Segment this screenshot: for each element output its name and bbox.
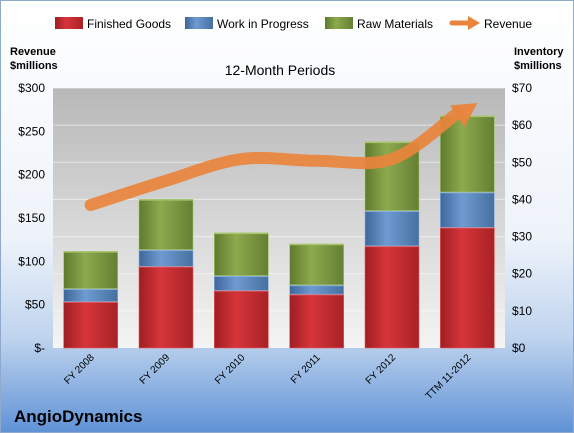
- company-name: AngioDynamics: [14, 407, 142, 426]
- revenue-point-fy-2011: [316, 160, 318, 162]
- revenue-point-fy-2009: [165, 180, 167, 182]
- right-tick-label: $40: [512, 192, 532, 206]
- bar-raw-materials-fy-2011: [289, 243, 344, 286]
- bar-work-in-progress-fy-2011: [289, 284, 344, 295]
- bar-raw-materials-fy-2008: [63, 251, 118, 289]
- left-axis-title: Revenue $millions: [10, 46, 59, 72]
- bar-finished-goods-fy-2011: [289, 293, 344, 349]
- right-axis-title-line-1: Inventory: [514, 46, 564, 58]
- bar-work-in-progress-fy-2008: [63, 288, 118, 302]
- right-tick-label: $50: [512, 155, 532, 169]
- legend-swatch-raw-materials: [325, 17, 353, 29]
- left-tick-label: $300: [18, 81, 45, 95]
- legend: Finished Goods Work in Progress Raw Mate…: [55, 16, 532, 31]
- right-tick-label: $10: [512, 304, 532, 318]
- legend-swatch-work-in-progress: [185, 17, 213, 29]
- axis-ticks: $- $50 $100 $150 $200 $250 $300 $0 $10 $20 $30 $40 $…: [18, 81, 532, 355]
- revenue-point-fy-2008: [90, 204, 92, 206]
- bar-stacks: [63, 115, 495, 349]
- bar-raw-materials-fy-2010: [214, 232, 269, 276]
- legend-label-revenue: Revenue: [484, 17, 532, 31]
- bar-raw-materials-ttm-11-2012: [440, 115, 495, 193]
- revenue-point-fy-2012: [391, 158, 393, 160]
- left-tick-label: $150: [18, 211, 45, 225]
- bar-finished-goods-fy-2008: [63, 301, 118, 349]
- left-tick-label: $200: [18, 168, 45, 182]
- revenue-point-fy-2010: [240, 158, 242, 160]
- right-tick-label: $70: [512, 81, 532, 95]
- right-tick-label: $60: [512, 118, 532, 132]
- revenue-line: [84, 103, 478, 211]
- right-axis-title: Inventory $millions: [514, 46, 567, 72]
- left-axis-title-line-1: Revenue: [10, 46, 56, 58]
- legend-label-work-in-progress: Work in Progress: [217, 17, 309, 31]
- left-axis-title-line-2: $millions: [10, 60, 58, 72]
- left-tick-label: $250: [18, 124, 45, 138]
- bar-work-in-progress-ttm-11-2012: [440, 191, 495, 228]
- bar-work-in-progress-fy-2009: [138, 249, 194, 267]
- right-tick-label: $20: [512, 267, 532, 281]
- revenue-line-path: [84, 107, 464, 211]
- legend-label-raw-materials: Raw Materials: [357, 17, 433, 31]
- right-tick-label: $0: [512, 341, 526, 355]
- left-tick-label: $100: [18, 254, 45, 268]
- bar-finished-goods-fy-2010: [214, 290, 269, 349]
- left-tick-label: $50: [25, 298, 45, 312]
- bar-raw-materials-fy-2009: [138, 199, 194, 250]
- right-axis-title-line-2: $millions: [514, 60, 562, 72]
- legend-label-finished-goods: Finished Goods: [87, 17, 171, 31]
- bar-finished-goods-ttm-11-2012: [440, 226, 495, 349]
- bar-work-in-progress-fy-2012: [364, 210, 420, 247]
- legend-swatch-finished-goods: [55, 17, 83, 29]
- bar-finished-goods-fy-2009: [138, 265, 194, 349]
- revenue-arrowhead-icon: [450, 103, 478, 128]
- chart-subtitle: 12-Month Periods: [225, 62, 336, 78]
- bar-work-in-progress-fy-2010: [214, 275, 269, 291]
- left-tick-label: $-: [34, 341, 45, 355]
- right-tick-label: $30: [512, 230, 532, 244]
- legend-arrow-icon: [468, 16, 480, 30]
- bar-finished-goods-fy-2012: [364, 245, 420, 349]
